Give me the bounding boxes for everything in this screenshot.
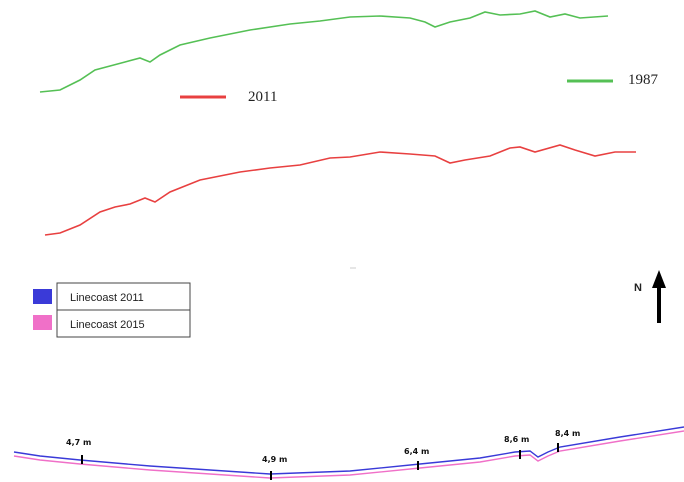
coastline-2011 xyxy=(13,426,684,475)
north-arrow xyxy=(652,270,666,323)
legend-label: Linecoast 2011 xyxy=(70,292,144,304)
legend-label: Linecoast 2015 xyxy=(70,319,145,331)
legend-label: 1987 xyxy=(628,72,659,88)
distance-label: 4,9 m xyxy=(262,455,287,464)
north-label: N xyxy=(634,282,642,294)
distance-label: 4,7 m xyxy=(66,438,91,447)
distance-label: 6,4 m xyxy=(404,447,429,456)
shoreline-2011 xyxy=(44,144,636,236)
legend-swatch xyxy=(33,289,52,304)
legend-label: 2011 xyxy=(248,89,277,105)
coastline-2015 xyxy=(13,430,684,479)
distance-label: 8,4 m xyxy=(555,429,580,438)
legend-swatch xyxy=(33,315,52,330)
shoreline-1987 xyxy=(39,10,609,93)
distance-label: 8,6 m xyxy=(504,435,529,444)
